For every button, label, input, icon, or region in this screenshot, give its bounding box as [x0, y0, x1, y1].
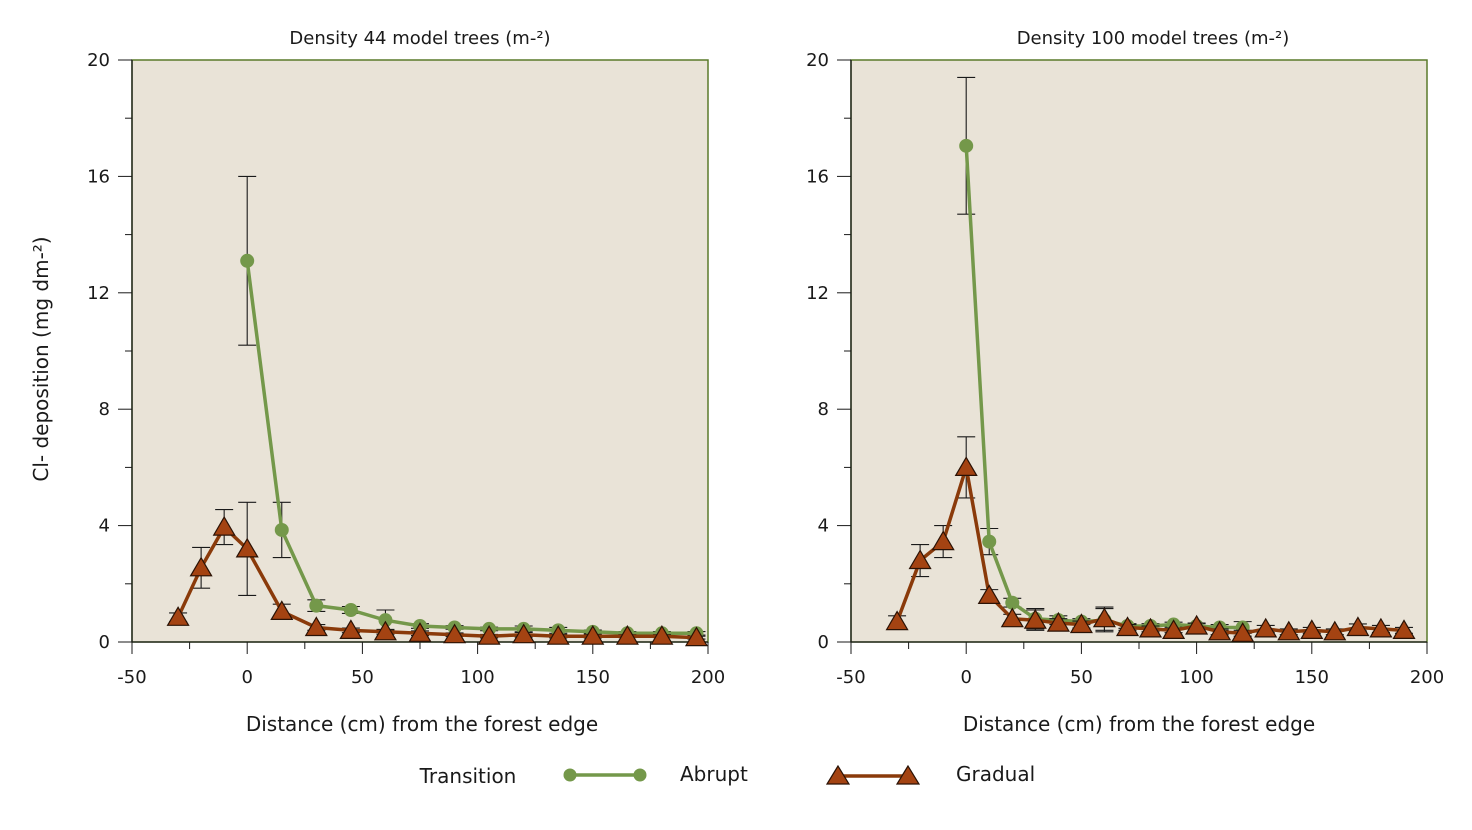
abrupt-point [240, 253, 255, 268]
gradual-point [512, 623, 536, 644]
panel-density-100: Density 100 model trees (m-²) Distance (… [806, 28, 1444, 736]
gradual-point [1162, 619, 1186, 640]
legend-abrupt-marker-left [563, 768, 577, 782]
legend-gradual-marker-right [895, 764, 921, 785]
gradual-point [270, 600, 294, 621]
x-tick-label: 0 [241, 667, 252, 688]
gradual-point [1069, 613, 1093, 634]
gradual-point [304, 616, 328, 637]
gradual-point [684, 626, 709, 647]
y-tick-label: 8 [99, 399, 110, 420]
x-tick-label: 150 [1295, 667, 1329, 688]
axes-2: 0 4 8 12 16 20 -50 0 50 100 150 200 [806, 50, 1444, 688]
legend-abrupt-label: Abrupt [680, 762, 748, 786]
gradual-point [1369, 617, 1393, 638]
axes-1: 0 4 8 12 16 20 -50 0 50 100 150 200 [87, 50, 725, 688]
gradual-point [477, 625, 501, 645]
gradual-point [166, 606, 190, 626]
gradual-point [189, 556, 213, 577]
y-tick-label: 16 [806, 166, 829, 187]
gradual-point [1185, 614, 1209, 635]
gradual-point [1138, 617, 1163, 638]
x-tick-label: 150 [576, 667, 610, 688]
x-tick-label: -50 [117, 667, 146, 688]
y-axis-label-1: Cl- deposition (mg dm-²) [29, 236, 53, 481]
gradual-point [1231, 622, 1255, 642]
plot-area-1 [131, 59, 709, 643]
legend-title: Transition [419, 764, 517, 788]
gradual-point [1300, 619, 1324, 640]
gradual-point [443, 623, 467, 644]
abrupt-point [309, 598, 324, 613]
gradual-point [650, 625, 674, 645]
abrupt-point [343, 602, 358, 617]
chart-title-2: Density 100 model trees (m-²) [1017, 28, 1290, 49]
y-tick-label: 16 [87, 166, 110, 187]
x-tick-label: 50 [351, 667, 374, 688]
x-tick-label: 100 [1179, 667, 1213, 688]
series-1 [166, 175, 709, 647]
gradual-point [1023, 609, 1047, 629]
plot-area-2 [850, 59, 1428, 643]
abrupt-point [959, 138, 974, 153]
gradual-point [1208, 620, 1232, 641]
gradual-point [1277, 620, 1301, 641]
legend-gradual-marker-left [825, 764, 851, 785]
abrupt-point [274, 522, 289, 537]
chart-title-1: Density 44 model trees (m-²) [289, 28, 550, 49]
y-tick-label: 4 [818, 516, 829, 537]
x-tick-label: 50 [1070, 667, 1093, 688]
gradual-point [1346, 616, 1370, 637]
x-axis-label-2: Distance (cm) from the forest edge [963, 712, 1315, 736]
gradual-point [235, 537, 259, 558]
gradual-point [615, 625, 639, 645]
y-tick-label: 0 [818, 632, 829, 653]
x-tick-label: 200 [1410, 667, 1444, 688]
series-2 [885, 76, 1416, 642]
gradual-point [581, 625, 605, 645]
gradual-point [1046, 611, 1070, 632]
y-tick-label: 4 [99, 516, 110, 537]
legend: Transition Abrupt Gradual [419, 762, 1036, 788]
y-tick-label: 12 [806, 283, 829, 304]
x-tick-label: 100 [460, 667, 494, 688]
x-tick-label: 200 [691, 667, 725, 688]
y-tick-label: 0 [99, 632, 110, 653]
gradual-point [1323, 620, 1347, 641]
gradual-point [373, 620, 397, 641]
gradual-point [408, 622, 432, 642]
gradual-point [212, 515, 236, 536]
gradual-point [1115, 616, 1140, 637]
y-tick-label: 20 [806, 50, 829, 71]
x-axis-label-1: Distance (cm) from the forest edge [246, 712, 598, 736]
x-tick-label: 0 [960, 667, 971, 688]
y-tick-label: 12 [87, 283, 110, 304]
gradual-point [954, 456, 978, 476]
y-tick-label: 20 [87, 50, 110, 71]
gradual-point [1092, 607, 1116, 628]
gradual-point [546, 625, 570, 645]
gradual-point [977, 584, 1001, 605]
legend-abrupt-marker-right [633, 768, 647, 782]
gradual-point [1392, 619, 1416, 640]
legend-gradual-label: Gradual [956, 762, 1035, 786]
gradual-point [1000, 607, 1024, 628]
abrupt-point [1005, 595, 1020, 610]
abrupt-point [982, 534, 997, 549]
y-tick-label: 8 [818, 399, 829, 420]
gradual-point [908, 549, 932, 570]
gradual-point [1254, 617, 1278, 638]
x-tick-label: -50 [836, 667, 865, 688]
panel-density-44: Density 44 model trees (m-²) Distance (c… [29, 28, 725, 736]
gradual-point [931, 530, 955, 551]
gradual-point [339, 619, 363, 640]
gradual-point [885, 610, 909, 631]
